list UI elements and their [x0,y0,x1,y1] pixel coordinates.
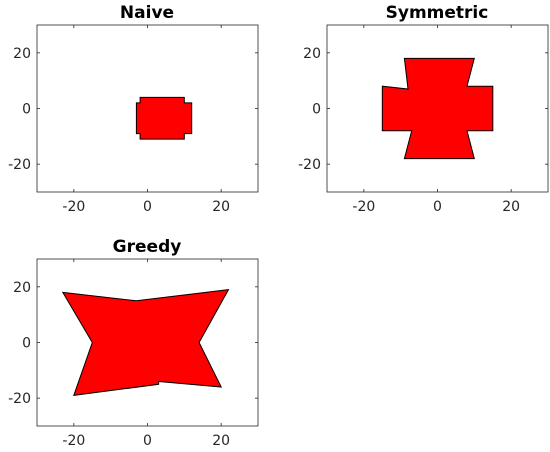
subplot-naive: Naive -20 0 20 -20 0 20 [8,3,259,215]
polygon-naive [135,96,193,140]
subplot-title-greedy: Greedy [113,237,182,257]
y-tick-label-greedy: 20 [13,280,31,296]
polygon-greedy [61,288,230,397]
x-tick-label-symmetric: -20 [352,199,375,215]
y-tick-label-naive: 0 [22,102,31,118]
y-tick-label-greedy: -20 [8,391,31,407]
y-tick-label-symmetric: -20 [298,157,321,173]
subplot-title-naive: Naive [120,3,174,23]
x-tick-label-symmetric: 0 [433,199,442,215]
y-tick-label-naive: -20 [8,157,31,173]
x-tick-label-greedy: 20 [212,433,230,449]
y-tick-label-symmetric: 20 [303,46,321,62]
polygon-symmetric [381,57,494,160]
subplot-greedy: Greedy -20 0 20 -20 0 20 [8,237,259,449]
y-tick-label-naive: 20 [13,46,31,62]
x-tick-label-greedy: 0 [143,433,152,449]
x-tick-label-greedy: -20 [62,433,85,449]
y-tick-label-greedy: 0 [22,336,31,352]
subplot-symmetric: Symmetric -20 0 20 -20 0 20 [298,3,549,215]
x-tick-label-naive: 0 [143,199,152,215]
subplot-title-symmetric: Symmetric [386,3,489,23]
x-tick-label-naive: -20 [62,199,85,215]
y-tick-label-symmetric: 0 [312,102,321,118]
x-tick-label-naive: 20 [212,199,230,215]
x-tick-label-symmetric: 20 [502,199,520,215]
